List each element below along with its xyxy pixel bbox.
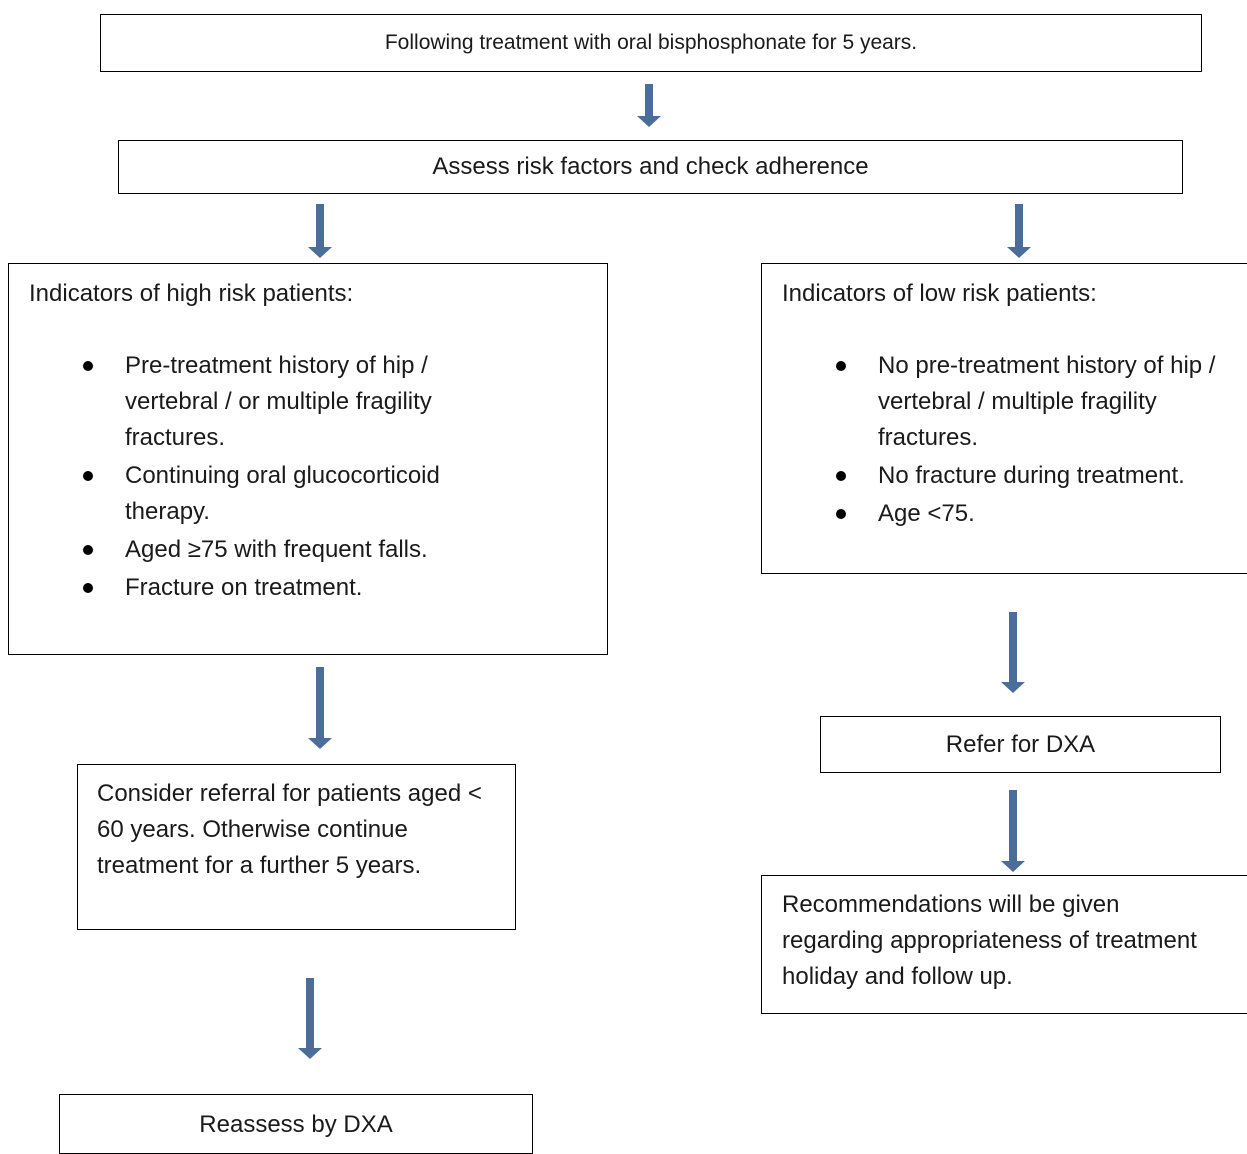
consider-referral-text: Consider referral for patients aged < 60… bbox=[97, 780, 482, 879]
assess-box: Assess risk factors and check adherence bbox=[118, 140, 1183, 194]
arrow-refer-to-recommendations bbox=[1000, 790, 1026, 872]
high-risk-heading: Indicators of high risk patients: bbox=[29, 280, 354, 307]
start-text: Following treatment with oral bisphospho… bbox=[384, 31, 918, 54]
refer-dxa-box: Refer for DXA bbox=[820, 716, 1221, 773]
high-risk-list: Pre-treatment history of hip / vertebral… bbox=[83, 348, 545, 608]
high-risk-item: Aged ≥75 with frequent falls. bbox=[83, 532, 545, 568]
high-risk-item: Fracture on treatment. bbox=[83, 570, 545, 606]
recommendations-box: Recommendations will be given regarding … bbox=[761, 875, 1247, 1014]
arrow-low-risk-to-refer bbox=[1000, 612, 1026, 693]
low-risk-heading: Indicators of low risk patients: bbox=[782, 280, 1097, 307]
recommendations-text: Recommendations will be given regarding … bbox=[782, 891, 1197, 990]
reassess-text: Reassess by DXA bbox=[199, 1111, 393, 1138]
high-risk-box: Indicators of high risk patients: Pre-tr… bbox=[8, 263, 608, 655]
arrow-high-risk-to-consider bbox=[307, 667, 333, 749]
high-risk-item: Pre-treatment history of hip / vertebral… bbox=[83, 348, 510, 456]
arrow-assess-to-low-risk bbox=[1006, 204, 1032, 258]
low-risk-item: Age <75. bbox=[836, 496, 1247, 532]
low-risk-list: No pre-treatment history of hip / verteb… bbox=[836, 348, 1247, 534]
low-risk-box: Indicators of low risk patients: No pre-… bbox=[761, 263, 1247, 574]
arrow-start-to-assess bbox=[636, 84, 662, 127]
assess-text: Assess risk factors and check adherence bbox=[432, 153, 869, 180]
low-risk-item: No fracture during treatment. bbox=[836, 458, 1247, 494]
low-risk-item: No pre-treatment history of hip / verteb… bbox=[836, 348, 1218, 456]
arrow-assess-to-high-risk bbox=[307, 204, 333, 258]
refer-dxa-text: Refer for DXA bbox=[945, 730, 1096, 758]
consider-referral-box: Consider referral for patients aged < 60… bbox=[77, 764, 516, 930]
start-box: Following treatment with oral bisphospho… bbox=[100, 14, 1202, 72]
arrow-consider-to-reassess bbox=[297, 978, 323, 1059]
high-risk-item: Continuing oral glucocorticoid therapy. bbox=[83, 458, 505, 530]
reassess-box: Reassess by DXA bbox=[59, 1094, 533, 1154]
